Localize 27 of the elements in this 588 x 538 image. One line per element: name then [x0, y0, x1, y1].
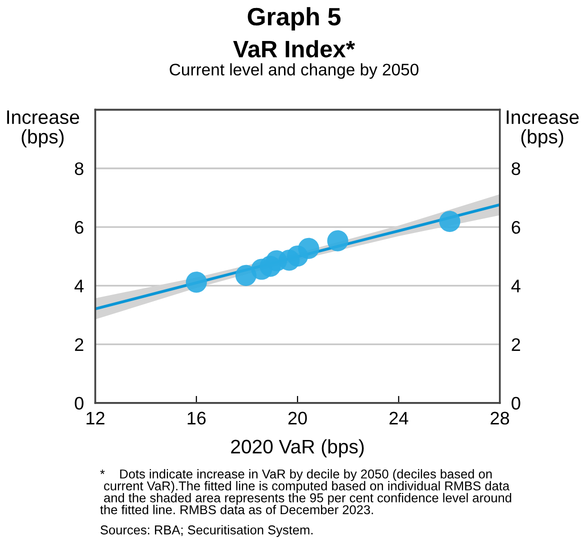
y2-tick-label: 6: [512, 220, 520, 234]
y2-tick-label: 0: [512, 396, 520, 410]
x-tick-label: 28: [490, 412, 510, 425]
y-tick-label: 6: [75, 220, 84, 234]
y2-tick-label: 8: [512, 162, 520, 176]
y2-tick-label: 4: [511, 280, 520, 292]
text: * Dots indicate increase in VaR by decile by 2050 (deciles based on current VaR).The fitted line is computed based on individual RMBS data and the shaded area represents the 95 per cent confidence level around the fitted line. RMBS data as of December 2023.: [100, 469, 512, 514]
y-tick-label: 0: [74, 396, 84, 410]
y2-tick-label: 2: [512, 338, 520, 351]
y-tick-label: 8: [74, 162, 84, 176]
y2-axis-title: Increase (bps): [506, 110, 579, 148]
point: [298, 238, 320, 259]
point: [439, 210, 460, 232]
point: [327, 230, 348, 252]
x-tick-label: 20: [288, 412, 307, 425]
x-tick-label: 24: [390, 412, 408, 424]
source-note: Sources: RBA; Securitisation System.: [100, 525, 313, 537]
point: [186, 272, 207, 293]
y-tick-label: 4: [74, 280, 84, 292]
x-tick-label: 16: [188, 412, 206, 425]
x-tick-label: 12: [86, 412, 104, 424]
caption: Graph 5: [248, 7, 341, 30]
y-axis-title: Increase (bps): [7, 110, 80, 148]
chart-title: VaR Index*: [233, 40, 355, 58]
y-tick-label: 2: [75, 338, 84, 351]
chart-subtitle: Current level and change by 2050: [170, 63, 418, 79]
x-axis-title: 2020 VaR (bps): [231, 439, 364, 458]
